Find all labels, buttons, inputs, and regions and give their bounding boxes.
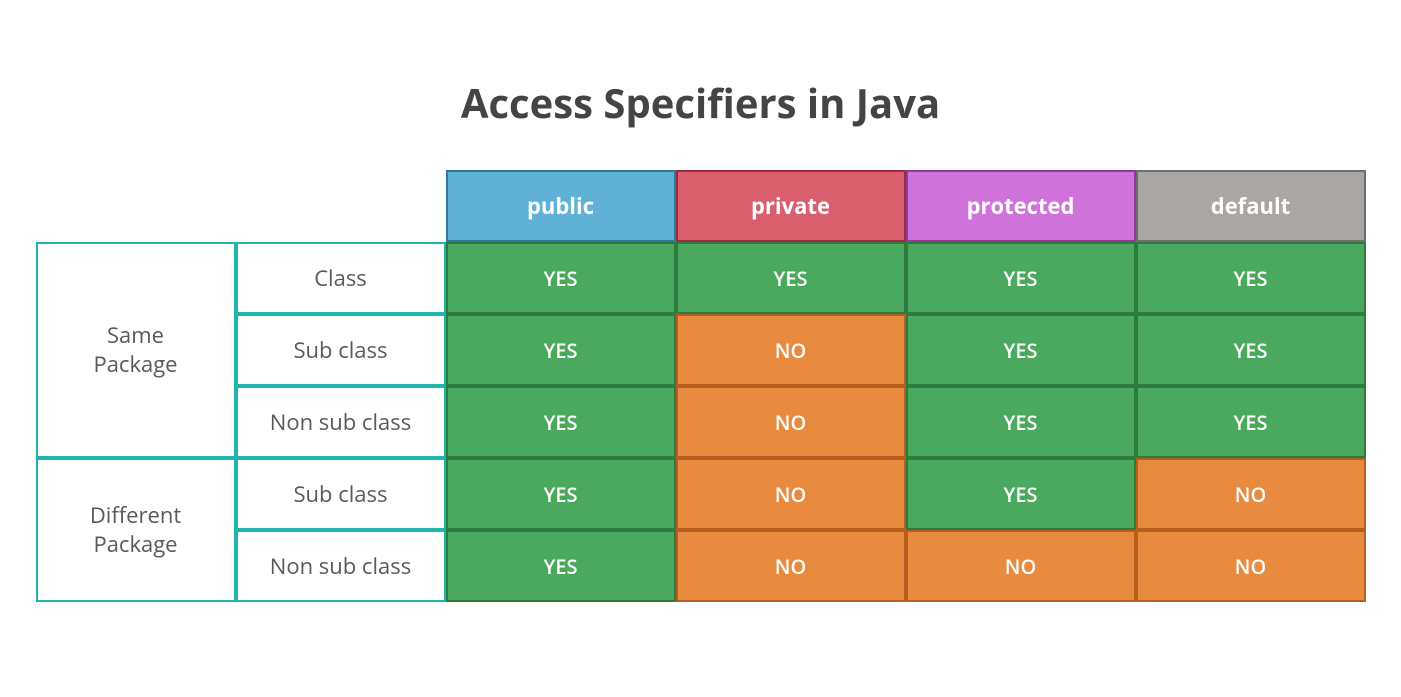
table-row: Sub class YES NO YES YES — [36, 314, 1366, 386]
col-public: public — [446, 170, 676, 242]
row-label: Sub class — [236, 314, 446, 386]
cell: NO — [676, 314, 906, 386]
cell: YES — [906, 314, 1136, 386]
cell: YES — [446, 386, 676, 458]
cell: YES — [906, 386, 1136, 458]
blank-corner — [36, 170, 446, 242]
group-different-package: DifferentPackage — [36, 458, 236, 602]
cell: NO — [1136, 530, 1366, 602]
cell: NO — [676, 386, 906, 458]
col-private: private — [676, 170, 906, 242]
table-row: DifferentPackage Sub class YES NO YES NO — [36, 458, 1366, 530]
cell: YES — [906, 458, 1136, 530]
row-label: Sub class — [236, 458, 446, 530]
col-default: default — [1136, 170, 1366, 242]
row-label: Class — [236, 242, 446, 314]
table-row: SamePackage Class YES YES YES YES — [36, 242, 1366, 314]
cell: NO — [1136, 458, 1366, 530]
row-label: Non sub class — [236, 386, 446, 458]
table-row: Non sub class YES NO YES YES — [36, 386, 1366, 458]
cell: YES — [446, 530, 676, 602]
access-table-wrap: public private protected default SamePac… — [36, 170, 1366, 602]
cell: YES — [676, 242, 906, 314]
cell: YES — [1136, 314, 1366, 386]
row-label: Non sub class — [236, 530, 446, 602]
col-protected: protected — [906, 170, 1136, 242]
access-table: public private protected default SamePac… — [36, 170, 1366, 602]
cell: NO — [676, 458, 906, 530]
header-row: public private protected default — [36, 170, 1366, 242]
group-same-package: SamePackage — [36, 242, 236, 458]
page-title: Access Specifiers in Java — [461, 75, 940, 130]
cell: YES — [446, 242, 676, 314]
cell: YES — [906, 242, 1136, 314]
cell: NO — [676, 530, 906, 602]
cell: YES — [1136, 242, 1366, 314]
cell: YES — [1136, 386, 1366, 458]
cell: YES — [446, 314, 676, 386]
cell: NO — [906, 530, 1136, 602]
cell: YES — [446, 458, 676, 530]
table-row: Non sub class YES NO NO NO — [36, 530, 1366, 602]
